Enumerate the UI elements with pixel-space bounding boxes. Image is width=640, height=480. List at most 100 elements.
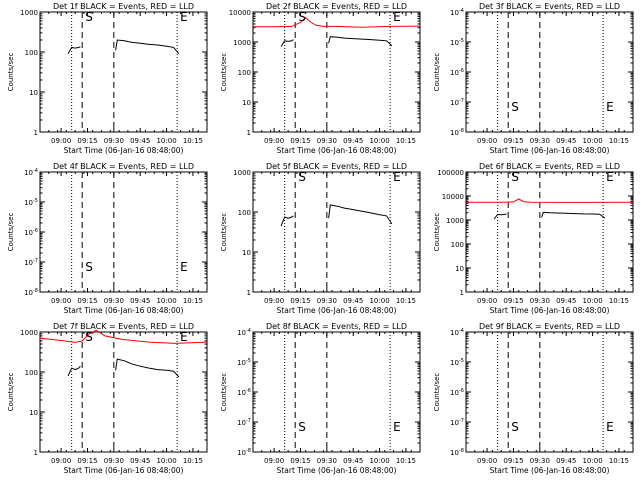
lld-line bbox=[466, 198, 634, 203]
plot-frame bbox=[465, 331, 634, 453]
y-tick-label: 10 bbox=[29, 409, 38, 417]
y-tick-label: 10-7 bbox=[237, 418, 251, 427]
x-tick-label: 09:15 bbox=[290, 457, 310, 465]
y-tick-label-exp: -7 bbox=[459, 418, 464, 424]
x-tick-label: 10:00 bbox=[582, 297, 602, 305]
events-line bbox=[280, 39, 294, 47]
x-tick-label: 09:15 bbox=[503, 137, 523, 145]
panel-title: Det 5f BLACK = Events, RED = LLD bbox=[266, 162, 407, 171]
x-tick-label: 10:15 bbox=[183, 137, 203, 145]
marker-s: S bbox=[511, 420, 519, 434]
x-axis-label: Start Time (06-Jan-16 08:48:00) bbox=[64, 306, 184, 315]
x-axis-label: Start Time (06-Jan-16 08:48:00) bbox=[490, 146, 610, 155]
events-line bbox=[115, 358, 180, 378]
y-axis-label: Counts/sec bbox=[220, 373, 228, 412]
y-tick-label-exp: -6 bbox=[459, 68, 464, 74]
x-tick-label: 09:30 bbox=[530, 297, 550, 305]
x-tick-label: 09:45 bbox=[343, 137, 363, 145]
y-tick-label: 1 bbox=[34, 449, 38, 457]
y-tick-label: 10 bbox=[242, 99, 251, 107]
x-axis-label: Start Time (06-Jan-16 08:48:00) bbox=[277, 306, 397, 315]
panel-8: Det 8f BLACK = Events, RED = LLD 10-8 10-7… bbox=[220, 322, 421, 475]
panel-2: Det 2f BLACK = Events, RED = LLD 1 10 100 10… bbox=[220, 2, 421, 155]
plot-frame bbox=[39, 331, 208, 453]
x-tick-label: 09:15 bbox=[503, 457, 523, 465]
x-tick-label: 09:15 bbox=[77, 297, 97, 305]
y-tick-label-exp: -4 bbox=[246, 328, 251, 334]
panel-title: Det 8f BLACK = Events, RED = LLD bbox=[266, 322, 407, 331]
y-axis-label: Counts/sec bbox=[433, 213, 441, 252]
marker-e: E bbox=[180, 330, 188, 344]
x-tick-label: 09:15 bbox=[290, 137, 310, 145]
y-tick-label: 10-7 bbox=[450, 418, 464, 427]
marker-e: E bbox=[606, 420, 614, 434]
plot-frame bbox=[39, 171, 208, 293]
events-line bbox=[493, 213, 507, 220]
x-tick-label: 10:00 bbox=[156, 297, 176, 305]
x-tick-label: 09:30 bbox=[104, 457, 124, 465]
marker-e: E bbox=[393, 420, 401, 434]
x-tick-label: 09:30 bbox=[530, 137, 550, 145]
y-tick-label-exp: -5 bbox=[33, 198, 38, 204]
y-tick-label: 100 bbox=[451, 241, 464, 249]
events-line bbox=[67, 365, 81, 377]
marker-e: E bbox=[180, 260, 188, 274]
y-tick-label: 1000 bbox=[233, 169, 251, 177]
marker-s: S bbox=[511, 100, 519, 114]
y-tick-label: 10000 bbox=[442, 193, 464, 201]
y-tick-label: 10-5 bbox=[450, 38, 464, 47]
events-line bbox=[115, 39, 180, 55]
x-tick-label: 09:45 bbox=[343, 457, 363, 465]
x-tick-label: 10:00 bbox=[369, 457, 389, 465]
events-line bbox=[280, 215, 294, 227]
x-tick-label: 09:15 bbox=[77, 137, 97, 145]
y-tick-label-exp: -5 bbox=[459, 38, 464, 44]
x-tick-label: 09:00 bbox=[51, 457, 71, 465]
x-tick-label: 09:30 bbox=[317, 297, 337, 305]
y-tick-label-exp: -8 bbox=[33, 288, 38, 294]
y-tick-label-exp: -7 bbox=[246, 418, 251, 424]
y-tick-label-exp: -4 bbox=[459, 8, 464, 14]
y-tick-label-exp: -7 bbox=[459, 98, 464, 104]
y-tick-label-exp: -6 bbox=[246, 388, 251, 394]
y-tick-label: 1 bbox=[34, 129, 38, 137]
x-axis-label: Start Time (06-Jan-16 08:48:00) bbox=[490, 306, 610, 315]
x-tick-label: 09:00 bbox=[51, 137, 71, 145]
x-axis-label: Start Time (06-Jan-16 08:48:00) bbox=[64, 146, 184, 155]
y-tick-label-exp: -8 bbox=[246, 448, 251, 454]
y-tick-label: 10-8 bbox=[450, 448, 464, 457]
x-tick-label: 10:00 bbox=[369, 297, 389, 305]
y-tick-label: 100 bbox=[25, 369, 38, 377]
panel-title: Det 7f BLACK = Events, RED = LLD bbox=[53, 322, 194, 331]
panel-3: Det 3f BLACK = Events, RED = LLD 10-8 10-7… bbox=[433, 2, 634, 155]
y-axis-label: Counts/sec bbox=[7, 373, 15, 412]
y-axis-label: Counts/sec bbox=[433, 53, 441, 92]
y-tick-label: 10-4 bbox=[450, 328, 464, 337]
marker-s: S bbox=[298, 170, 306, 184]
x-tick-label: 10:15 bbox=[183, 297, 203, 305]
x-tick-label: 10:00 bbox=[582, 137, 602, 145]
y-axis-label: Counts/sec bbox=[433, 373, 441, 412]
y-tick-label-exp: -8 bbox=[459, 448, 464, 454]
marker-e: E bbox=[180, 10, 188, 24]
x-tick-label: 09:00 bbox=[264, 137, 284, 145]
y-tick-label: 10-5 bbox=[24, 198, 38, 207]
y-tick-label: 100 bbox=[238, 69, 251, 77]
x-tick-label: 09:30 bbox=[317, 137, 337, 145]
events-line bbox=[328, 204, 393, 225]
y-tick-label: 10-8 bbox=[237, 448, 251, 457]
y-tick-label: 10-7 bbox=[450, 98, 464, 107]
marker-e: E bbox=[393, 10, 401, 24]
y-tick-label: 10-4 bbox=[237, 328, 251, 337]
marker-s: S bbox=[85, 330, 93, 344]
lld-line bbox=[39, 329, 208, 344]
x-tick-label: 10:15 bbox=[609, 457, 629, 465]
y-axis-label: Counts/sec bbox=[220, 53, 228, 92]
panel-5: Det 5f BLACK = Events, RED = LLD 1 10 100 10… bbox=[220, 162, 421, 315]
x-tick-label: 10:15 bbox=[609, 137, 629, 145]
y-tick-label: 10 bbox=[242, 249, 251, 257]
y-axis-label: Counts/sec bbox=[7, 213, 15, 252]
x-tick-label: 10:15 bbox=[396, 137, 416, 145]
y-tick-label: 1 bbox=[460, 289, 464, 297]
x-tick-label: 09:45 bbox=[556, 297, 576, 305]
